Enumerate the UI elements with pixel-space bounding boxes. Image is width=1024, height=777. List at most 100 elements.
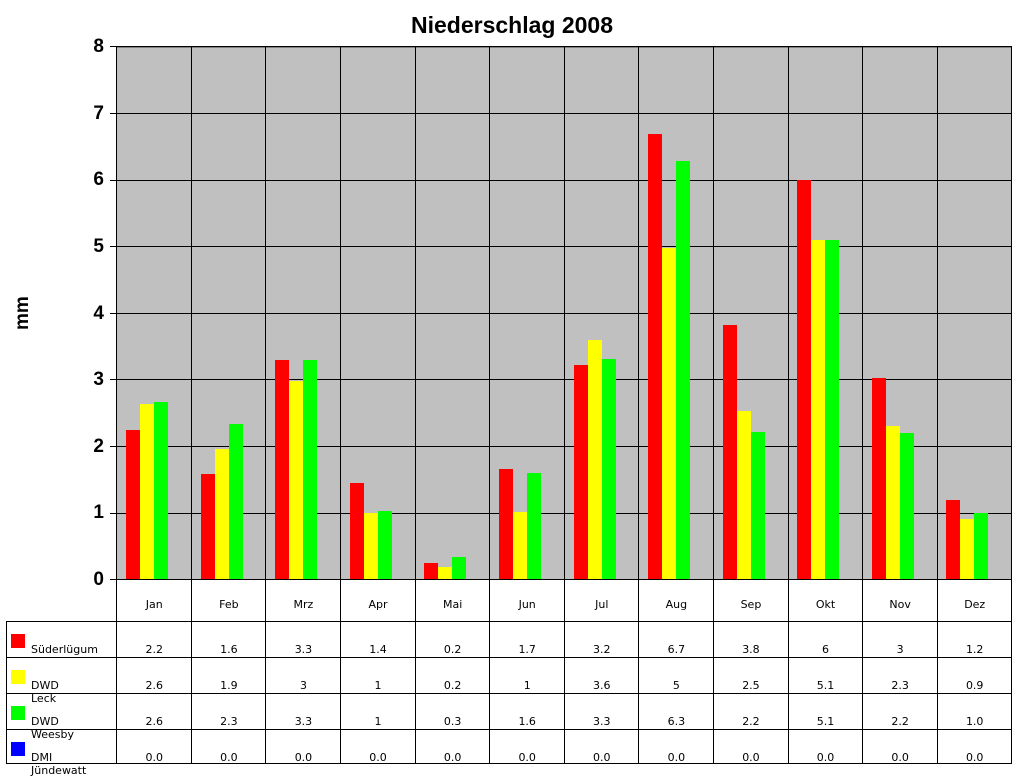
bar-s-derl-gum-mai[interactable] [424,563,439,580]
bar-dwd-weesby-jul[interactable] [601,358,616,580]
y-tick-label: 2 [93,435,104,457]
bar-dwd-leck-feb[interactable] [214,449,229,580]
table-cell: 2.3 [891,679,909,692]
table-header-sep: Sep [740,598,762,611]
bar-dwd-weesby-jan[interactable] [154,402,168,580]
table-cell: 2.2 [891,715,909,728]
gridline-horizontal [117,46,1012,48]
y-tick [110,179,118,181]
y-tick [110,112,118,114]
bar-dwd-weesby-mai[interactable] [452,557,467,580]
y-axis-label: mm [12,296,33,330]
gridline-vertical [116,47,118,622]
bar-dwd-leck-jan[interactable] [140,404,154,580]
table-cell: 0.0 [369,751,387,764]
table-header-dez: Dez [964,598,986,611]
bar-dwd-leck-aug[interactable] [662,247,677,580]
table-row-divider [6,729,1012,731]
bar-dwd-leck-mrz[interactable] [289,381,304,580]
table-cell: 3.3 [294,643,313,656]
bar-s-derl-gum-jan[interactable] [126,430,140,580]
table-column-divider [190,622,192,764]
bar-dwd-leck-dez[interactable] [960,518,975,580]
gridline-vertical [638,47,640,622]
bar-dwd-weesby-nov[interactable] [899,432,914,580]
table-header-mrz: Mrz [293,598,314,611]
table-cell: 6.3 [667,715,686,728]
bar-dwd-weesby-sep[interactable] [750,432,765,580]
gridline-vertical [862,47,864,622]
table-header-okt: Okt [815,598,836,611]
table-column-divider [563,622,565,764]
bar-dwd-leck-mai[interactable] [438,567,453,580]
table-header-mai: Mai [442,598,463,611]
bar-dwd-leck-jul[interactable] [587,340,602,580]
bar-dwd-weesby-jun[interactable] [526,473,541,580]
table-column-divider [489,622,491,764]
table-cell: 2.2 [742,715,760,728]
table-column-divider [414,622,416,764]
table-cell: 5 [672,679,680,692]
table-cell: 0.0 [518,751,536,764]
table-column-divider [638,622,640,764]
y-tick [110,46,118,48]
table-cell: 1.7 [518,643,536,656]
chart-title: Niederschlag 2008 [410,12,613,38]
table-cell: 0.0 [220,751,238,764]
table-cell: 3.6 [593,679,611,692]
y-tick [110,379,118,381]
table-cell: 3 [299,679,307,692]
table-cell: 3.2 [593,643,611,656]
table-column-divider [862,622,864,764]
gridline-vertical [936,47,938,622]
table-cell: 0.0 [145,751,164,764]
bar-dwd-weesby-dez[interactable] [974,513,989,580]
gridline-vertical [1011,47,1013,622]
bar-dwd-weesby-apr[interactable] [377,511,392,580]
bar-dwd-weesby-feb[interactable] [228,424,243,580]
bar-dwd-weesby-mrz[interactable] [303,360,318,580]
bar-s-derl-gum-jun[interactable] [498,469,513,580]
table-left-border [6,622,7,764]
table-cell: 0.0 [294,751,313,764]
bar-dwd-leck-apr[interactable] [363,513,378,580]
bar-dwd-leck-okt[interactable] [811,239,826,580]
bar-s-derl-gum-feb[interactable] [200,474,215,580]
bar-dwd-leck-jun[interactable] [512,512,527,580]
legend-key-dmi-j-ndewatt [11,742,25,756]
bar-dwd-leck-sep[interactable] [736,411,751,580]
table-row-divider [6,657,1012,659]
table-cell: 0.0 [816,751,835,764]
bar-dwd-weesby-okt[interactable] [825,240,840,580]
table-header-aug: Aug [665,598,688,611]
bar-s-derl-gum-dez[interactable] [946,500,961,580]
legend-key-dwd-weesby [11,706,25,720]
bar-s-derl-gum-mrz[interactable] [275,360,290,580]
table-cell: 1 [523,679,531,692]
bar-dwd-weesby-aug[interactable] [676,160,691,580]
bar-s-derl-gum-okt[interactable] [797,179,812,580]
x-axis-line [117,579,1012,581]
y-tick-label: 0 [93,569,104,590]
table-column-divider [936,622,938,764]
table-cell: 0.0 [965,751,984,764]
y-tick-label: 3 [93,369,104,391]
table-column-divider [787,622,789,764]
bar-dwd-leck-nov[interactable] [885,426,900,580]
legend-label: DWD Weesby [31,715,74,741]
table-cell: 5.1 [816,679,835,692]
bar-s-derl-gum-nov[interactable] [871,378,886,580]
table-header-jan: Jan [145,598,163,611]
y-tick-label: 5 [93,235,104,257]
table-column-divider [340,622,341,764]
bar-s-derl-gum-aug[interactable] [648,133,663,580]
table-header-nov: Nov [889,598,911,611]
table-cell: 3 [896,643,904,656]
bar-s-derl-gum-apr[interactable] [349,482,364,580]
bar-s-derl-gum-jul[interactable] [573,365,588,580]
gridline-vertical [787,47,789,622]
bar-s-derl-gum-sep[interactable] [722,325,737,580]
y-tick [110,312,118,314]
gridline-vertical [340,47,341,622]
table-cell: 0.2 [443,643,462,656]
